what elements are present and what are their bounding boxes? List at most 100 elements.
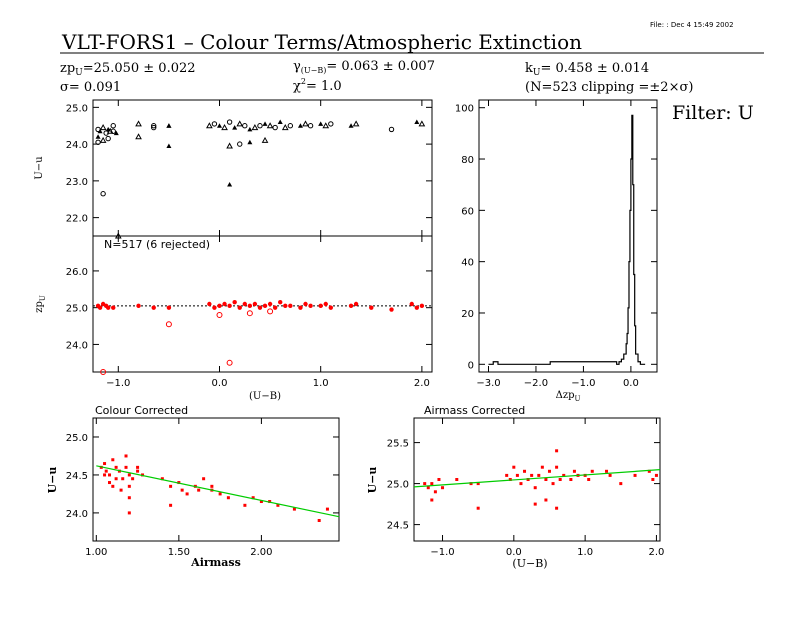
mid-point [246,310,253,317]
top-point [418,120,426,127]
top-point [261,136,269,143]
gamma-stat: γ(U−B)= 0.063 ± 0.007 [293,59,435,75]
colour-panel-title: Colour Corrected [95,404,188,417]
colour-point [136,465,140,469]
top-point [99,124,107,131]
mid-point [308,303,313,309]
hist-ytick-label: 40 [461,258,474,269]
colour-point [136,469,140,473]
mid-point [100,369,107,375]
top-point [251,124,259,131]
top-point [227,182,233,187]
airmass-fit-line [413,469,661,488]
mid-ytick-label: 26.0 [66,267,88,278]
mid-point [252,301,258,307]
chi2-stat: χ2= 1.0 [293,77,342,94]
panel-hist-frame [478,99,658,373]
colour-point [127,484,131,488]
top-point [414,119,420,125]
airmass-xlabel: (U−B) [512,557,547,570]
panel-mid-frame [92,235,433,373]
hist-ytick-label: 80 [461,155,474,166]
mid-point [247,303,253,309]
mid-xtick-label: 2.0 [414,378,430,389]
airmass-point [469,482,473,486]
mid-point [414,305,420,310]
top-point [266,122,274,129]
mid-point [166,305,172,310]
mid-point [318,303,323,309]
mid-point [216,312,223,319]
panel-colour-frame [92,417,340,542]
top-point [95,134,101,139]
airmass-point [651,478,655,481]
colour-point [317,519,321,522]
mid-point [278,299,283,305]
airmass-point [455,478,459,481]
colour-point [292,507,296,511]
mid-point [232,299,237,305]
colour-ytick-label: 25.0 [66,433,88,444]
top-point [236,120,244,127]
top-point [242,123,248,129]
mid-point [212,305,217,310]
colour-point [114,477,118,481]
colour-ytick-label: 24.5 [66,471,88,482]
airmass-point [505,473,509,477]
mid-point [222,301,227,307]
airmass-xtick-label: 0.0 [506,547,522,558]
mid-point [136,303,141,309]
colour-point [243,503,247,507]
mid-ylabel: zpU [34,295,47,313]
panel-airmass-frame [413,417,661,542]
colour-point [197,488,201,492]
colour-point [131,477,135,481]
top-point [307,123,314,129]
top-point [166,143,172,148]
sigma-stat: σ= 0.091 [60,80,121,95]
top-point [302,120,309,127]
airmass-point [555,449,559,453]
airmass-point [547,469,551,473]
airmass-point [633,473,637,477]
top-point [328,121,334,127]
top-ytick-label: 24.0 [66,140,88,151]
hist-xtick-label: −3.0 [476,378,500,389]
mid-point [283,303,288,309]
airmass-point [512,465,516,469]
airmass-point [605,469,609,473]
hist-xlabel: ΔzpU [556,390,581,403]
mid-point [226,359,233,366]
airmass-point [476,506,480,510]
colour-point [169,503,173,507]
top-point [99,136,107,143]
airmass-point [587,478,591,481]
top-point [352,120,360,127]
mid-point [267,301,273,307]
mid-xtick-label: −1.0 [106,378,130,389]
airmass-panel-title: Airmass Corrected [424,404,525,417]
top-point [105,135,111,142]
colour-point [226,496,230,500]
colour-point [180,488,184,492]
colour-xtick-label: 1.00 [85,547,107,558]
top-point [237,141,243,147]
mid-point [165,321,172,328]
airmass-ytick-label: 24.5 [387,521,409,532]
hist-xtick-label: 0.0 [623,378,639,389]
airmass-xtick-label: 1.0 [577,547,593,558]
airmass-point [519,482,523,486]
colour-point [185,492,189,496]
airmass-point [476,482,480,486]
colour-point [210,484,214,488]
top-point [100,191,106,197]
mid-point [257,305,263,310]
colour-xtick-label: 1.50 [168,547,190,558]
colour-point [124,454,128,458]
airmass-point [551,482,555,486]
airmass-point [508,478,512,481]
airmass-point [430,498,434,502]
top-point [277,119,283,125]
k-stat: kU= 0.458 ± 0.014 [525,61,649,78]
